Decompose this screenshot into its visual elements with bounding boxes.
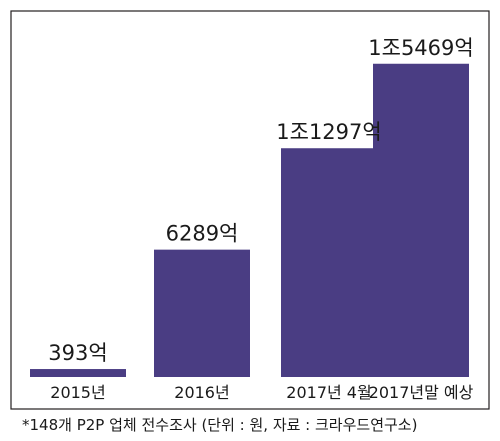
bars-layer xyxy=(30,63,469,378)
data-label-3: 1조5469억 xyxy=(368,36,473,60)
data-label-0: 393억 xyxy=(48,341,107,365)
bar-2 xyxy=(281,148,377,377)
data-label-1: 6289억 xyxy=(166,222,239,246)
bar-1 xyxy=(154,249,250,377)
data-label-2: 1조1297억 xyxy=(276,120,381,144)
x-tick-label-0: 2015년 xyxy=(50,383,105,402)
data-labels-layer: 393억 6289억 1조1297억 1조5469억 xyxy=(48,36,473,365)
chart-frame xyxy=(10,10,490,410)
x-tick-label-1: 2016년 xyxy=(174,383,229,402)
footnote: *148개 P2P 업체 전수조사 (단위 : 원, 자료 : 크라우드연구소) xyxy=(22,416,418,434)
bar-3 xyxy=(373,63,469,378)
x-tick-label-3: 2017년말 예상 xyxy=(369,383,474,402)
bar-0 xyxy=(30,369,126,377)
x-tick-label-2: 2017년 4월 xyxy=(286,383,371,402)
